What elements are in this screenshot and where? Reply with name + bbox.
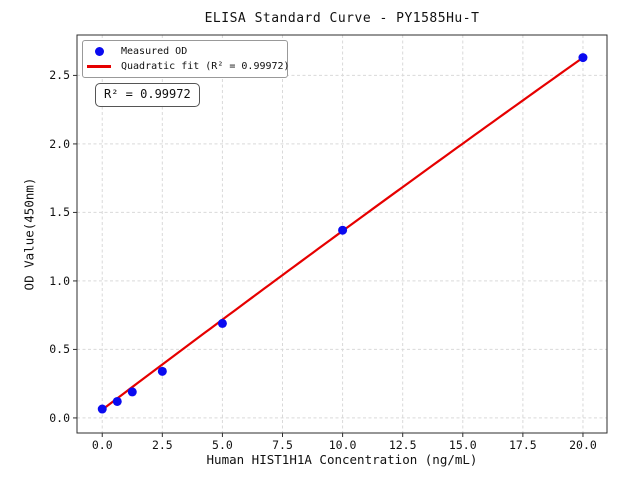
x-axis-label: Human HIST1H1A Concentration (ng/mL) bbox=[206, 452, 478, 467]
y-tick-label: 0.0 bbox=[49, 410, 70, 425]
legend: Measured OD Quadratic fit (R² = 0.99972) bbox=[82, 40, 290, 78]
x-tick-label: 12.5 bbox=[388, 438, 417, 452]
data-point bbox=[97, 404, 107, 414]
x-tick-label: 17.5 bbox=[509, 438, 537, 452]
chart-title: ELISA Standard Curve - PY1585Hu-T bbox=[204, 11, 480, 26]
x-tick-label: 5.0 bbox=[212, 438, 233, 452]
y-axis-label: OD Value(450nm) bbox=[21, 177, 37, 291]
legend-label: Quadratic fit (R² = 0.99972) bbox=[121, 61, 290, 72]
y-tick-label: 2.0 bbox=[49, 136, 70, 151]
x-tick-label: 2.5 bbox=[151, 438, 173, 452]
x-tick-label: 0.0 bbox=[91, 438, 113, 452]
x-tick-label: 20.0 bbox=[569, 438, 597, 452]
x-tick-label: 15.0 bbox=[448, 438, 477, 452]
data-point bbox=[338, 225, 348, 235]
legend-handle bbox=[87, 65, 111, 68]
x-tick-label: 10.0 bbox=[328, 438, 357, 452]
data-point bbox=[157, 366, 167, 376]
y-tick-label: 1.0 bbox=[49, 273, 70, 288]
y-tick-label: 1.5 bbox=[49, 205, 70, 220]
r-squared-annotation: R² = 0.99972 bbox=[95, 83, 200, 107]
legend-item-quadratic-fit: Quadratic fit (R² = 0.99972) bbox=[87, 59, 290, 74]
data-point bbox=[217, 318, 227, 328]
y-tick-label: 2.5 bbox=[49, 68, 70, 83]
scatter-marker-icon bbox=[94, 47, 104, 56]
fit-line-marker-icon bbox=[87, 65, 111, 68]
x-tick-label: 7.5 bbox=[272, 438, 293, 452]
data-point bbox=[112, 396, 122, 406]
plot-spines bbox=[76, 34, 608, 434]
legend-label: Measured OD bbox=[121, 46, 188, 57]
legend-item-measured-od: Measured OD bbox=[87, 44, 281, 59]
data-point bbox=[127, 387, 137, 397]
legend-handle bbox=[87, 47, 111, 56]
y-tick-label: 0.5 bbox=[49, 342, 70, 357]
data-point bbox=[578, 53, 588, 63]
